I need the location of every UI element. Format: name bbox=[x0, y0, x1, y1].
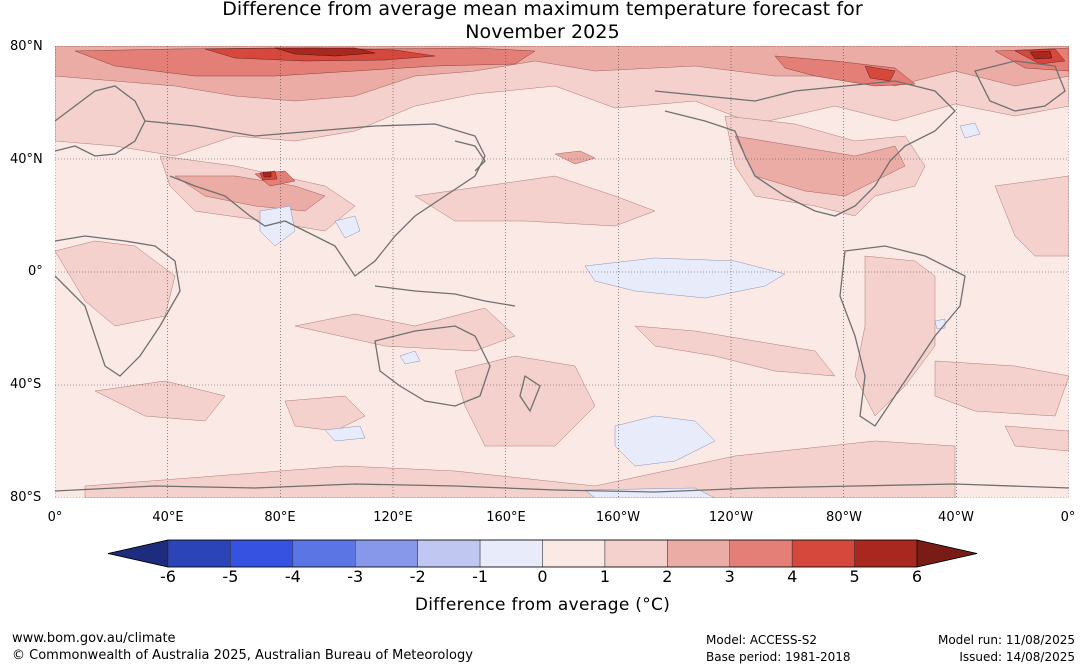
title-line-2: November 2025 bbox=[465, 21, 620, 43]
north-america-coastline bbox=[654, 80, 956, 217]
colorbar-segment bbox=[479, 539, 543, 568]
indonesia-coastline bbox=[374, 285, 516, 307]
footer-url[interactable]: www.bom.gov.au/climate bbox=[12, 631, 176, 646]
lat-label-equator: 0° bbox=[28, 264, 43, 279]
colorbar-segment bbox=[292, 539, 356, 568]
colorbar-extend-low bbox=[107, 539, 169, 568]
colorbar-tick-label: -6 bbox=[160, 567, 176, 586]
colorbar-segment bbox=[230, 539, 294, 568]
colorbar-tick-label: 1 bbox=[599, 567, 610, 586]
antarctica-coastline bbox=[54, 483, 1070, 493]
footer-model: Model: ACCESS-S2 bbox=[706, 633, 818, 647]
lon-label-160w: 160°W bbox=[595, 510, 641, 525]
colorbar-segment bbox=[355, 539, 418, 568]
colorbar-extend-high bbox=[916, 539, 978, 568]
colorbar-tick-label: 3 bbox=[724, 567, 735, 586]
south-america-coastline bbox=[839, 245, 966, 427]
australia-coastline bbox=[374, 325, 491, 407]
colorbar-tick-label: 0 bbox=[537, 567, 548, 586]
temperature-anomaly-map bbox=[54, 45, 1070, 499]
colorbar-segment bbox=[604, 539, 668, 568]
lon-label-40w: 40°W bbox=[938, 510, 974, 525]
lon-label-80e: 80°E bbox=[264, 510, 296, 525]
lon-label-120e: 120°E bbox=[373, 510, 413, 525]
colorbar-outline bbox=[107, 539, 978, 568]
footer-base-period: Base period: 1981-2018 bbox=[706, 650, 851, 664]
colorbar-tick-label: 2 bbox=[662, 567, 673, 586]
colorbar-segment bbox=[667, 539, 730, 568]
colorbar-segment bbox=[729, 539, 793, 568]
colorbar-tick-label: 6 bbox=[911, 567, 923, 586]
lon-label-120w: 120°W bbox=[708, 510, 754, 525]
footer-model-run: Model run: 11/08/2025 bbox=[937, 633, 1075, 647]
lon-label-0-east: 0° bbox=[1060, 510, 1076, 525]
colorbar-segment bbox=[167, 539, 231, 568]
lat-label-80s: 80°S bbox=[10, 490, 42, 505]
lon-label-0: 0° bbox=[47, 510, 63, 525]
coastlines bbox=[54, 60, 1070, 493]
colorbar-segments bbox=[107, 539, 978, 568]
colorbar-tick-label: -3 bbox=[347, 567, 364, 586]
colorbar-tick-label: -4 bbox=[284, 567, 301, 586]
lat-label-40s: 40°S bbox=[10, 377, 42, 392]
japan-coastline bbox=[454, 140, 486, 172]
asia-coastline bbox=[144, 120, 486, 277]
footer-issued: Issued: 14/08/2025 bbox=[959, 650, 1075, 664]
map-title: Difference from average mean maximum tem… bbox=[0, 0, 1085, 44]
colorbar-tick-label: -5 bbox=[222, 567, 239, 586]
lat-label-80n: 80°N bbox=[10, 39, 43, 54]
footer-copyright: © Commonwealth of Australia 2025, Austra… bbox=[12, 648, 473, 663]
map-canvas bbox=[54, 45, 1070, 499]
africa-coastline bbox=[54, 235, 181, 377]
new-zealand-coastline bbox=[519, 374, 541, 413]
colorbar-tick-label: -2 bbox=[409, 567, 426, 586]
lon-label-160e: 160°E bbox=[486, 510, 526, 525]
anomaly-band-5-6 bbox=[262, 47, 1053, 178]
colorbar-segment bbox=[854, 539, 918, 568]
colorbar-segment bbox=[417, 539, 481, 568]
colorbar-tick-label: -1 bbox=[472, 567, 489, 586]
colorbar-tick-label: 4 bbox=[787, 567, 798, 586]
greenland-coastline bbox=[974, 60, 1066, 112]
colorbar-title: Difference from average (°C) bbox=[414, 595, 671, 615]
lat-label-40n: 40°N bbox=[10, 152, 43, 167]
anomaly-band-neg1-0 bbox=[259, 122, 981, 499]
colorbar-tick-label: 5 bbox=[849, 567, 860, 586]
title-line-1: Difference from average mean maximum tem… bbox=[222, 0, 863, 20]
lon-label-80w: 80°W bbox=[826, 510, 862, 525]
lon-label-40e: 40°E bbox=[152, 510, 184, 525]
colorbar-segment bbox=[791, 539, 855, 568]
colorbar-segment bbox=[542, 539, 606, 568]
